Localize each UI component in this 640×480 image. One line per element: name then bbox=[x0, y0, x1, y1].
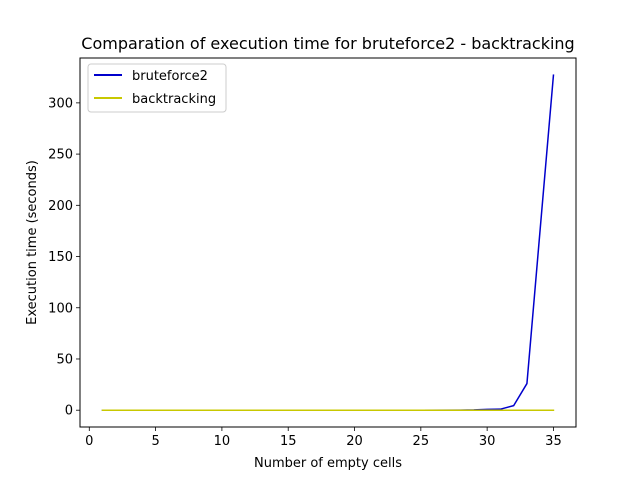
y-axis-label: Execution time (seconds) bbox=[25, 160, 40, 325]
x-tick-label: 25 bbox=[413, 434, 430, 449]
y-axis-ticks: 0 50 100 150 200 250 300 bbox=[48, 96, 80, 419]
series-layer bbox=[101, 74, 555, 411]
x-tick-label: 15 bbox=[280, 434, 297, 449]
legend-label-backtracking: backtracking bbox=[132, 92, 216, 107]
x-axis-ticks: 0 5 10 15 20 25 30 35 bbox=[85, 427, 562, 449]
plot-area bbox=[79, 57, 577, 428]
y-tick-label: 0 bbox=[65, 404, 73, 419]
y-tick-label: 50 bbox=[56, 352, 73, 367]
x-tick-label: 0 bbox=[85, 434, 93, 449]
legend: bruteforce2 backtracking bbox=[87, 63, 227, 113]
y-tick-label: 100 bbox=[48, 301, 73, 316]
chart-title: Comparation of execution time for brutef… bbox=[81, 34, 574, 53]
x-tick-label: 10 bbox=[214, 434, 231, 449]
x-tick-label: 35 bbox=[545, 434, 562, 449]
y-tick-label: 300 bbox=[48, 96, 73, 111]
x-tick-label: 5 bbox=[151, 434, 159, 449]
y-tick-label: 150 bbox=[48, 250, 73, 265]
legend-box bbox=[87, 63, 227, 113]
x-axis-label: Number of empty cells bbox=[254, 456, 402, 471]
legend-label-bruteforce2: bruteforce2 bbox=[132, 69, 208, 84]
x-tick-label: 30 bbox=[479, 434, 496, 449]
y-tick-label: 250 bbox=[48, 148, 73, 163]
axes-frame bbox=[79, 57, 577, 428]
x-tick-label: 20 bbox=[346, 434, 363, 449]
y-tick-label: 200 bbox=[48, 199, 73, 214]
